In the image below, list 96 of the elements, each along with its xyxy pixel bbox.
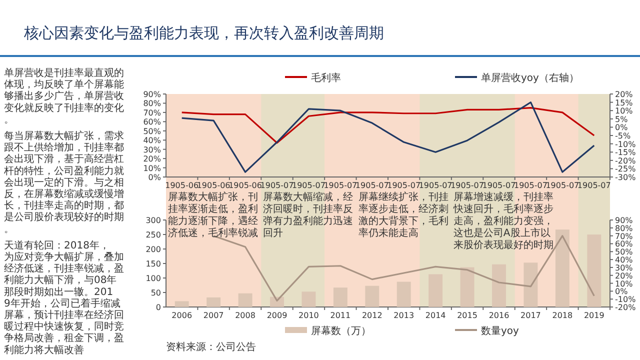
x-tick-label: 1905-07 [577, 181, 611, 190]
x-tick-label: 1905-07 [546, 181, 580, 190]
annotation: 屏幕数大幅扩张，刊挂率逐渐走低，盈利能力逐渐下降，遇经济低迷，毛利率锐减 [168, 191, 258, 239]
y-tick-label: 100 [146, 274, 161, 283]
x-tick-label: 1905-07 [482, 181, 516, 190]
y2-tick-label: 30% [615, 263, 634, 272]
y2-tick-label: 10% [615, 279, 634, 288]
y-tick-label: 50% [143, 126, 162, 136]
x-tick-label: 1905-07 [418, 181, 452, 190]
y2-tick-label: -10% [615, 295, 636, 304]
x-tick-label: 1905-06 [165, 181, 199, 190]
y-tick-label: 250 [146, 230, 161, 240]
y-tick-label: 0 [156, 303, 161, 312]
y-tick-label: 300 [146, 216, 161, 225]
y2-tick-label: 10% [615, 106, 634, 116]
text: 单屏营收是刊挂率最直观的体现，均反映了单个屏幕能够播出多少广告，单屏营收变化就反映了刊挂率的变化。 [4, 67, 124, 126]
y2-tick-label: -25% [615, 164, 636, 174]
bar [587, 234, 602, 307]
x-tick-label: 2012 [362, 311, 382, 320]
x-tick-label: 2017 [520, 311, 541, 320]
legend-label: 单屏营收yoy（右轴） [481, 72, 579, 84]
y-tick-label: 20% [143, 154, 162, 164]
x-tick-label: 1905-07 [387, 181, 421, 190]
y2-tick-label: 0% [615, 287, 628, 296]
legend-label: 屏幕数（万） [311, 325, 371, 337]
bar [302, 292, 316, 307]
y-tick-label: 150 [146, 260, 161, 268]
y2-tick-label: -10% [615, 140, 636, 149]
bar [396, 282, 411, 307]
y-tick-label: 70% [143, 108, 162, 118]
bar [428, 274, 443, 307]
x-tick-label: 1905-07 [324, 181, 358, 190]
y2-tick-label: -30% [615, 173, 636, 182]
bar [365, 286, 380, 307]
y2-tick-label: -5% [615, 132, 631, 140]
annotation: 屏幕继续扩张，刊挂率逐步走低，经济刺激的大背景下，毛利率仍未能走高 [358, 191, 448, 239]
line-series [181, 102, 595, 173]
bar [524, 262, 538, 307]
x-tick-label: 2009 [266, 311, 288, 320]
x-tick-label: 1905-06 [196, 181, 230, 190]
bar [460, 267, 474, 307]
x-tick-label: 2018 [552, 311, 573, 320]
y2-tick-label: 20% [615, 271, 634, 280]
text: 每当屏幕数大幅扩张，需求跟不上供给增加，刊挂率都会出现下滑，基于高经营杠杆的特性，公司盈利能力就会出现一定的下滑。与之相反，在屏幕数缩减或缓慢增长，刊挂率走高的时期，都是公司股价表现较好的时期。 [4, 131, 124, 235]
legend-label: 毛利率 [311, 72, 341, 84]
y-tick-label: 90% [143, 90, 162, 99]
y2-tick-label: 5% [615, 114, 628, 124]
y-tick-label: 200 [146, 245, 161, 254]
x-tick-label: 1905-07 [292, 181, 326, 190]
y-tick-label: 60% [143, 118, 162, 127]
y2-tick-label: -15% [615, 148, 636, 158]
line-series [181, 107, 595, 144]
annotation: 屏幕数大幅缩减，经济回暖时，刊挂率反弹有力盈利能力迅速回升 [263, 191, 354, 239]
y2-tick-label: 40% [615, 256, 634, 265]
x-tick-label: 2014 [425, 311, 446, 320]
bar [555, 230, 570, 307]
bar [492, 264, 506, 307]
y-tick-label: 50 [150, 288, 161, 298]
bar [333, 288, 348, 307]
annotation: 屏幕增速减缓，刊挂率快速回升，毛利率逐步走高，盈利能力变强，这也是公司A股上市以来股价表现最好的时期 [452, 191, 554, 251]
y2-tick-label: 90% [615, 216, 634, 225]
text: 核心因素变化与盈利能力表现，再次转入盈利改善周期 [23, 24, 384, 42]
x-tick-label: 1905-06 [228, 181, 262, 190]
x-tick-label: 2016 [488, 311, 510, 320]
y2-tick-label: -20% [615, 303, 636, 312]
x-tick-label: 2008 [235, 311, 256, 320]
legend-label: 数量yoy [481, 326, 520, 337]
x-tick-label: 1905-07 [450, 181, 484, 190]
y-tick-label: 40% [143, 136, 162, 146]
x-tick-label: 2015 [457, 311, 478, 320]
x-tick-label: 2006 [172, 311, 192, 320]
y2-tick-label: -20% [615, 156, 636, 166]
y-tick-label: 0% [148, 173, 162, 182]
y2-tick-label: 80% [615, 224, 634, 233]
x-tick-label: 2010 [298, 311, 319, 320]
x-tick-label: 2013 [394, 311, 414, 320]
y2-tick-label: 70% [615, 232, 634, 241]
bar [238, 293, 252, 307]
x-tick-label: 1905-07 [514, 181, 548, 190]
bar [206, 297, 221, 307]
text: 资料来源：公司公告 [166, 341, 256, 353]
y-tick-label: 30% [143, 145, 162, 154]
x-tick-label: 1905-07 [260, 181, 294, 190]
text: 天道有轮回：2018年，为应对竞争大幅扩屏，叠加经济低迷，刊挂率锐减，盈利能力大幅下滑，与08年那段时期如出一辙。2019年开始，公司已着手缩减屏幕，预计刊挂率在经济回暖过程中快速恢复，同时竞争格局改善，租金下调，盈利能力将大幅改善 [4, 240, 124, 356]
bar [174, 301, 189, 307]
y2-tick-label: 0% [615, 123, 628, 132]
y2-tick-label: 20% [615, 90, 634, 99]
y-tick-label: 10% [143, 164, 162, 173]
y2-tick-label: 60% [615, 240, 634, 249]
x-tick-label: 2011 [330, 311, 351, 320]
x-tick-label: 2019 [584, 311, 604, 320]
y2-tick-label: 50% [615, 248, 634, 257]
x-tick-label: 1905-07 [355, 181, 389, 190]
y2-tick-label: 15% [615, 98, 634, 108]
y-tick-label: 80% [143, 99, 162, 108]
x-tick-label: 2007 [203, 311, 224, 320]
